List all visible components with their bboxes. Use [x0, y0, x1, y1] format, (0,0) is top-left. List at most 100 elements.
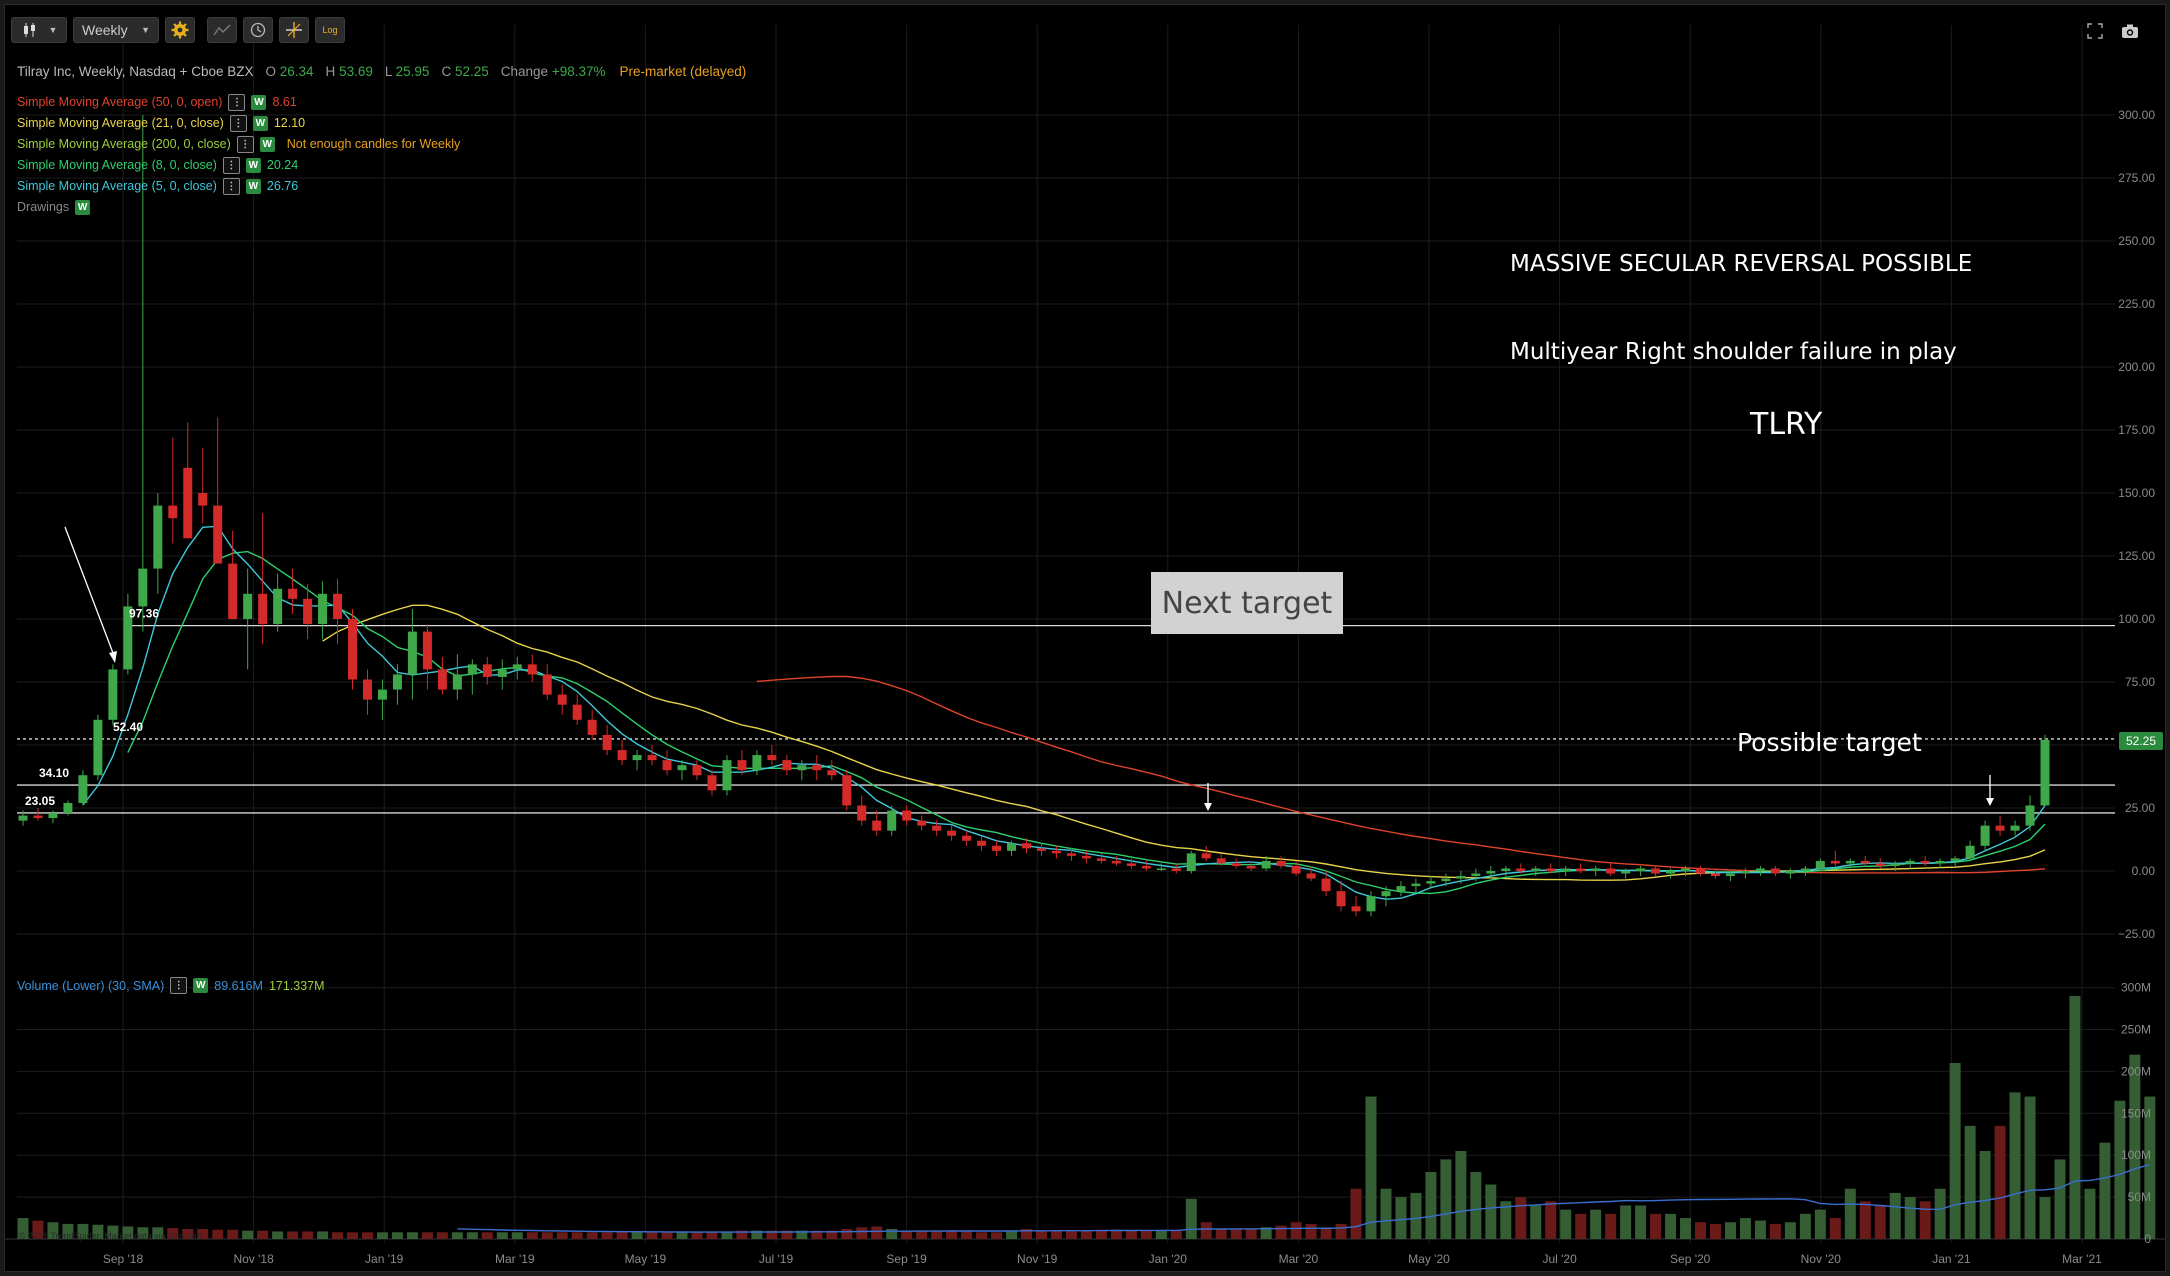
fullscreen-icon[interactable] [2087, 23, 2103, 39]
volume-tick-label: 300M [2121, 981, 2151, 995]
volume-bar [1260, 1227, 1272, 1239]
candle-body [767, 755, 777, 761]
candle-body [752, 755, 762, 771]
indicator-menu-icon[interactable]: ⋮ [236, 136, 254, 153]
interval-dropdown[interactable]: Weekly ▼ [73, 17, 159, 43]
indicator-row[interactable]: Simple Moving Average (5, 0, close) ⋮ W … [17, 176, 746, 197]
volume-bar [826, 1230, 838, 1239]
chart-type-button[interactable]: ▼ [11, 17, 67, 43]
indicator-menu-icon[interactable]: ⋮ [228, 94, 246, 111]
headline-annotation[interactable]: MASSIVE SECULAR REVERSAL POSSIBLE [1510, 251, 1973, 277]
indicator-row[interactable]: Simple Moving Average (21, 0, close) ⋮ W… [17, 113, 746, 134]
candle-body [1411, 883, 1421, 887]
arrow-annotation [64, 526, 114, 654]
log-scale-button[interactable]: Log [315, 17, 345, 43]
candle-body [1501, 868, 1511, 871]
candle-body [1546, 868, 1556, 871]
volume-bar [496, 1232, 508, 1239]
volume-bar [1215, 1228, 1227, 1239]
volume-bar [946, 1231, 958, 1239]
subline-annotation[interactable]: Multiyear Right shoulder failure in play [1510, 339, 1957, 365]
indicator-name: Simple Moving Average (21, 0, close) [17, 116, 224, 130]
candle-body [1516, 868, 1526, 871]
volume-bar [2069, 995, 2081, 1239]
candle-body [288, 588, 298, 599]
candle-body [1321, 878, 1331, 892]
possible-target-annotation[interactable]: Possible target [1737, 728, 1922, 757]
volume-bar [451, 1232, 463, 1239]
volume-bar [706, 1231, 718, 1239]
volume-bar [1889, 1192, 1901, 1239]
volume-legend[interactable]: Volume (Lower) (30, SMA) ⋮ W 89.616M 171… [17, 977, 325, 994]
volume-bar [916, 1230, 928, 1239]
volume-bar [1110, 1229, 1122, 1239]
volume-bar [556, 1232, 568, 1239]
candle-body [1576, 868, 1586, 871]
x-tick-label: Jul '20 [1542, 1252, 1577, 1266]
level-label: 52.40 [113, 720, 143, 734]
indicator-row[interactable]: Simple Moving Average (8, 0, close) ⋮ W … [17, 155, 746, 176]
candle-body [63, 802, 73, 814]
volume-bar [302, 1231, 314, 1239]
candle-body [977, 840, 987, 846]
indicator-visibility-toggle[interactable]: W [245, 158, 261, 173]
indicator-visibility-toggle[interactable]: W [259, 137, 275, 152]
candle-body [1636, 868, 1646, 871]
candle-body [1920, 860, 1930, 864]
volume-bar [1814, 1209, 1826, 1239]
candle-body [1621, 871, 1631, 874]
price-chart[interactable]: 300.00 275.00 250.00 225.00 200.00 175.00 150.… [5, 5, 2166, 1272]
indicator-visibility-toggle[interactable]: W [245, 179, 261, 194]
y-tick-label: 250.00 [2118, 234, 2155, 248]
candle-body [168, 505, 178, 519]
x-tick-label: Sep '19 [886, 1252, 927, 1266]
indicator-row[interactable]: Simple Moving Average (200, 0, close) ⋮ … [17, 134, 746, 155]
volume-bar [167, 1228, 179, 1239]
settings-button[interactable] [165, 17, 195, 43]
volume-bar [2084, 1188, 2096, 1239]
ohlc-header: Tilray Inc, Weekly, Nasdaq + Cboe BZX O … [17, 61, 746, 82]
indicator-icon [213, 24, 231, 36]
y-tick-label: 100.00 [2118, 612, 2155, 626]
volume-bar [751, 1230, 763, 1239]
volume-bar [1934, 1188, 1946, 1239]
ticker-annotation[interactable]: TLRY [1750, 407, 1823, 442]
volume-bar [1335, 1223, 1347, 1239]
indicator-row[interactable]: Simple Moving Average (50, 0, open) ⋮ W … [17, 92, 746, 113]
indicators-button[interactable] [207, 17, 237, 43]
drawings-visibility-toggle[interactable]: W [75, 200, 91, 215]
last-price-tag [2119, 731, 2163, 750]
candle-body [198, 493, 208, 506]
indicator-visibility-toggle[interactable]: W [251, 95, 267, 110]
candle-body [392, 674, 402, 690]
x-tick-label: Mar '19 [495, 1252, 535, 1266]
volume-bar [1290, 1222, 1302, 1239]
volume-bar [2144, 1096, 2156, 1239]
candle-body [1486, 871, 1496, 874]
footer-credit: © 2021 TrendSpider. Market data via Barc… [19, 1231, 203, 1241]
volume-bar [361, 1232, 373, 1239]
candle-body [1740, 871, 1750, 874]
candle-body [1351, 906, 1361, 912]
camera-icon[interactable] [2121, 23, 2139, 39]
volume-bar [2114, 1100, 2126, 1239]
candle-body [273, 588, 283, 625]
indicator-menu-icon[interactable]: ⋮ [170, 977, 188, 994]
indicator-menu-icon[interactable]: ⋮ [229, 115, 247, 132]
indicator-menu-icon[interactable]: ⋮ [222, 178, 240, 195]
volume-bar [466, 1232, 478, 1239]
window-tools [2087, 23, 2139, 39]
candle-body [422, 631, 432, 670]
volume-sma-value: 89.616M [214, 978, 263, 993]
volume-bar [991, 1232, 1003, 1239]
indicator-menu-icon[interactable]: ⋮ [222, 157, 240, 174]
volume-bar [1829, 1218, 1841, 1239]
indicator-visibility-toggle[interactable]: W [252, 116, 268, 131]
crosshair-button[interactable] [279, 17, 309, 43]
candle-body [213, 505, 223, 564]
next-target-callout[interactable]: Next target [1151, 572, 1343, 634]
indicator-visibility-toggle[interactable]: W [193, 978, 209, 993]
volume-tick-label: 150M [2121, 1106, 2151, 1120]
drawings-row[interactable]: Drawings W [17, 197, 746, 218]
replay-button[interactable] [243, 17, 273, 43]
